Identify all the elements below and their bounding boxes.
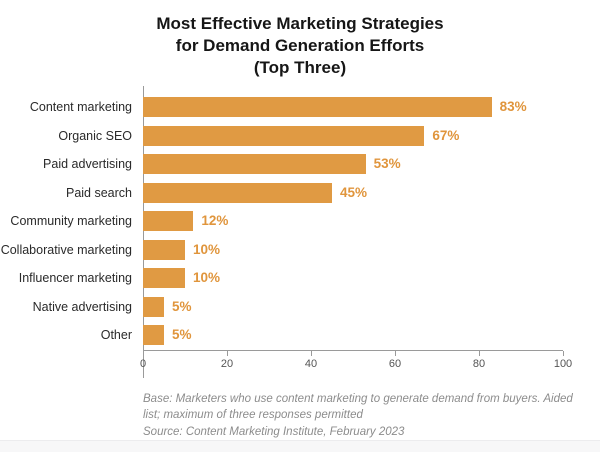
y-axis-line: [143, 86, 144, 378]
bar-track: 67%: [143, 125, 563, 146]
bar-rows: Content marketing 83% Organic SEO 67% Paid a…: [0, 93, 563, 350]
bar-value-label: 10%: [193, 241, 221, 257]
x-axis: 0 20 40 60 80 100: [139, 349, 572, 378]
category-label: Organic SEO: [58, 128, 132, 143]
bar-value-label: 12%: [201, 213, 229, 229]
bar-row: Content marketing 83%: [0, 93, 563, 122]
x-axis-tick-label: 20: [220, 357, 234, 370]
bar-chart: Content marketing 83% Organic SEO 67% Paid a…: [0, 86, 600, 378]
chart-footnotes: Base: Marketers who use content marketin…: [143, 391, 580, 441]
bar-track: 45%: [143, 182, 563, 203]
category-label: Content marketing: [29, 100, 132, 115]
category-label: Influencer marketing: [18, 271, 132, 286]
bar-value-label: 67%: [432, 127, 460, 143]
bar-value-label: 53%: [373, 156, 401, 172]
category-label: Paid search: [65, 185, 132, 200]
bar-track: 12%: [143, 211, 563, 232]
bar-track: 10%: [143, 268, 563, 289]
bar: [143, 296, 164, 317]
x-axis-tick: [395, 350, 396, 356]
category-label: Paid advertising: [43, 157, 132, 172]
x-axis-tick: [563, 350, 564, 356]
bar-row: Native advertising 5%: [0, 293, 563, 322]
bar-value-label: 83%: [499, 99, 527, 115]
bar: [143, 211, 194, 232]
bar-track: 5%: [143, 325, 563, 346]
bar-row: Community marketing 12%: [0, 207, 563, 236]
x-axis-tick-label: 40: [304, 357, 318, 370]
bar-row: Organic SEO 67%: [0, 122, 563, 151]
bar-track: 5%: [143, 296, 563, 317]
bar: [143, 268, 185, 289]
footnote-source: Source: Content Marketing Institute, Feb…: [143, 425, 405, 438]
bar: [143, 239, 185, 260]
x-axis-tick-label: 100: [553, 357, 573, 370]
x-axis-tick: [479, 350, 480, 356]
bar-value-label: 10%: [193, 270, 221, 286]
bar-row: Paid search 45%: [0, 179, 563, 208]
category-label: Community marketing: [10, 214, 132, 229]
bar-value-label: 45%: [340, 184, 368, 200]
chart-title-line-1: Most Effective Marketing Strategies: [156, 14, 444, 33]
bar-track: 83%: [143, 97, 563, 118]
chart-title-line-3: (Top Three): [253, 58, 347, 77]
bar-track: 10%: [143, 239, 563, 260]
bar: [143, 125, 425, 146]
bar: [143, 97, 492, 118]
bar-value-label: 5%: [172, 298, 192, 314]
x-axis-tick: [311, 350, 312, 356]
bar-row: Paid advertising 53%: [0, 150, 563, 179]
chart-title-line-2: for Demand Generation Efforts: [175, 36, 425, 55]
x-axis-tick: [227, 350, 228, 356]
bar: [143, 154, 366, 175]
bar-value-label: 5%: [172, 327, 192, 343]
bar-row: Collaborative marketing 10%: [0, 236, 563, 265]
category-label: Native advertising: [32, 299, 132, 314]
category-label: Other: [100, 328, 132, 343]
chart-title: Most Effective Marketing Strategies for …: [0, 0, 600, 79]
footnote-base: Base: Marketers who use content marketin…: [143, 392, 573, 422]
bar-row: Other 5%: [0, 321, 563, 350]
bar-row: Influencer marketing 10%: [0, 264, 563, 293]
bar: [143, 182, 332, 203]
x-axis-tick-label: 60: [388, 357, 402, 370]
x-axis-tick-label: 80: [472, 357, 486, 370]
bar: [143, 325, 164, 346]
x-axis-tick-label: 0: [139, 357, 147, 370]
bottom-strip: [0, 440, 600, 452]
category-label: Collaborative marketing: [0, 242, 132, 257]
bar-track: 53%: [143, 154, 563, 175]
